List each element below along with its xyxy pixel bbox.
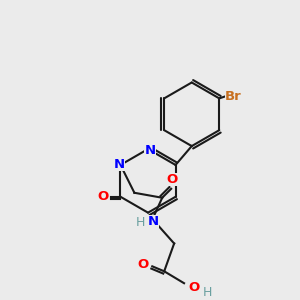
Text: O: O: [138, 258, 149, 271]
Text: H: H: [203, 286, 213, 299]
Text: Br: Br: [225, 90, 242, 103]
Text: O: O: [97, 190, 108, 203]
Text: N: N: [144, 144, 156, 157]
Text: H: H: [136, 216, 145, 229]
Text: O: O: [167, 173, 178, 186]
Text: N: N: [148, 215, 159, 228]
Text: N: N: [114, 158, 125, 172]
Text: O: O: [188, 281, 200, 294]
